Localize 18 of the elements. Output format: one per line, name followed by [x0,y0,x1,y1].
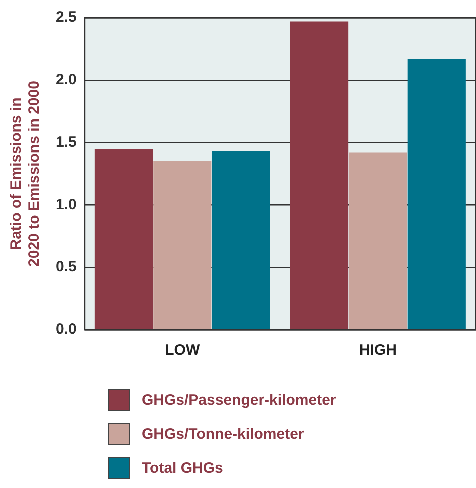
x-tick-label: HIGH [359,342,397,360]
y-axis-title: Ratio of Emissions in 2020 to Emissions in 2000 [8,81,44,267]
y-tick-label: 0.0 [56,321,77,338]
y-tick-label: 2.5 [56,9,77,26]
legend-label: GHGs/Passenger-kilometer [142,392,336,408]
y-tick-label: 1.0 [56,196,77,214]
bar [290,22,349,330]
bar [212,152,270,330]
y-tick-label: 2.0 [56,72,77,89]
legend-label: GHGs/Tonne-kilometer [142,426,304,442]
y-tick-label: 0.5 [56,258,77,276]
bar [349,152,408,330]
y-tick-label: 1.5 [56,134,77,151]
bar [408,59,466,330]
bar [94,149,154,330]
legend-label: Total GHGs [142,460,224,476]
x-tick-label: LOW [165,342,201,360]
bar [154,162,212,330]
